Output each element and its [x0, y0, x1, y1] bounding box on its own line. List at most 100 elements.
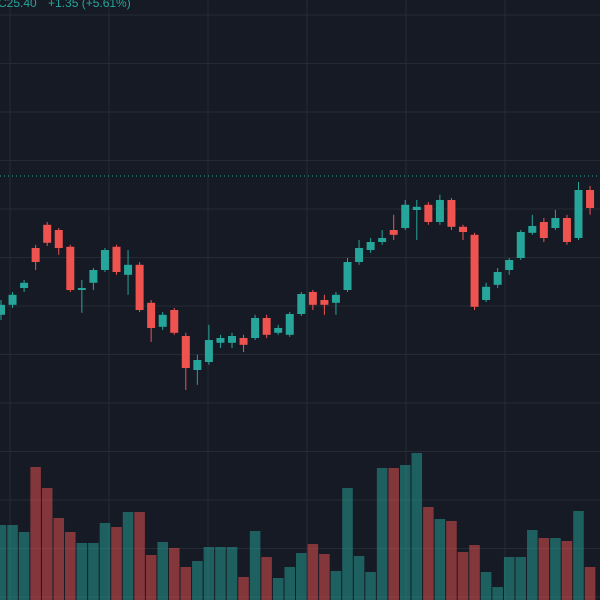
volume-bar [76, 543, 88, 600]
candle-body [135, 264, 144, 310]
candle-body [505, 260, 514, 270]
volume-bar [319, 554, 330, 600]
volume-bar [238, 577, 249, 600]
candle-body [274, 328, 283, 333]
header-close: C25.40 [0, 0, 37, 10]
candle-body [216, 338, 225, 343]
volume-bar [584, 567, 596, 600]
volume-bar [168, 548, 180, 600]
volume-bar [342, 488, 353, 600]
header-change: +1.35 (+5.61%) [48, 0, 131, 10]
candle-body [562, 218, 571, 242]
volume-bar [18, 532, 30, 600]
volume-bar [145, 555, 157, 600]
volume-bar [296, 553, 307, 600]
volume-bar [538, 538, 550, 600]
candle-body [54, 230, 63, 248]
volume-bar [434, 519, 446, 600]
volume-bar [180, 567, 192, 600]
candle-body [43, 224, 52, 243]
volume-bar [515, 557, 527, 600]
candle-body [0, 304, 5, 315]
candle-body [586, 190, 595, 208]
volume-bar [0, 525, 7, 600]
volume-bar [249, 531, 261, 600]
volume-bar [272, 578, 284, 600]
volume-bar [353, 556, 365, 600]
candle-body [366, 242, 375, 250]
candle-body [539, 222, 548, 238]
candle-body [343, 262, 352, 290]
volume-bar [261, 557, 272, 600]
candle-body [77, 288, 86, 290]
volume-bar [284, 567, 296, 600]
candle-body [31, 248, 40, 262]
candle-body [482, 286, 491, 300]
volume-pane [0, 453, 596, 600]
volume-bar [503, 557, 515, 600]
volume-bar [550, 538, 561, 600]
candle-body [528, 226, 537, 233]
volume-bar [203, 547, 215, 600]
volume-bar [330, 571, 342, 600]
candle-body [100, 250, 109, 270]
candle-body [66, 246, 75, 290]
volume-bar [480, 572, 492, 600]
price-pane [0, 175, 600, 390]
volume-bar [399, 465, 411, 600]
volume-bar [527, 530, 538, 600]
candle-body [308, 292, 317, 305]
volume-bar [157, 542, 168, 600]
candle-body [493, 272, 502, 285]
volume-bar [99, 523, 111, 600]
volume-bar [65, 532, 76, 600]
volume-bar [307, 544, 319, 600]
volume-bar [30, 467, 41, 600]
candle-body [204, 340, 213, 362]
candle-body [412, 206, 421, 210]
candle-body [239, 338, 248, 345]
candle-body [331, 294, 340, 303]
volume-bar [411, 453, 423, 600]
volume-bar [457, 552, 469, 600]
candle-body [447, 200, 456, 227]
candle-body [147, 302, 156, 328]
volume-bar [215, 547, 226, 600]
volume-bar [41, 488, 53, 600]
candle-body [551, 218, 560, 228]
candle-body [355, 248, 364, 262]
volume-bar [376, 468, 388, 600]
candle-body [8, 294, 17, 305]
candle-body [424, 204, 433, 222]
candle-body [170, 310, 179, 333]
volume-bar [573, 511, 584, 600]
candle-body [470, 234, 479, 307]
candle-body [158, 314, 167, 327]
volume-bar [365, 572, 376, 600]
candle-body [378, 238, 387, 242]
volume-bar [423, 507, 434, 600]
volume-bar [192, 561, 203, 600]
candle-body [389, 230, 398, 235]
candle-body [181, 336, 190, 368]
volume-bar [122, 512, 134, 600]
candle-body [89, 270, 98, 283]
candle-body [20, 282, 29, 288]
volume-bar [446, 521, 457, 600]
candle-body [401, 204, 410, 228]
candle-body [435, 200, 444, 222]
candle-body [251, 318, 260, 338]
candle-body [193, 360, 202, 370]
candle-body [516, 232, 525, 258]
candle-body [297, 294, 306, 314]
candle-body [124, 264, 133, 275]
volume-bar [53, 518, 65, 600]
volume-bar [492, 587, 503, 600]
candle-body [112, 246, 121, 272]
candle-body [320, 300, 329, 305]
volume-bar [226, 547, 238, 600]
volume-bar [469, 545, 480, 600]
candle-body [574, 190, 583, 238]
candle-body [459, 226, 467, 232]
